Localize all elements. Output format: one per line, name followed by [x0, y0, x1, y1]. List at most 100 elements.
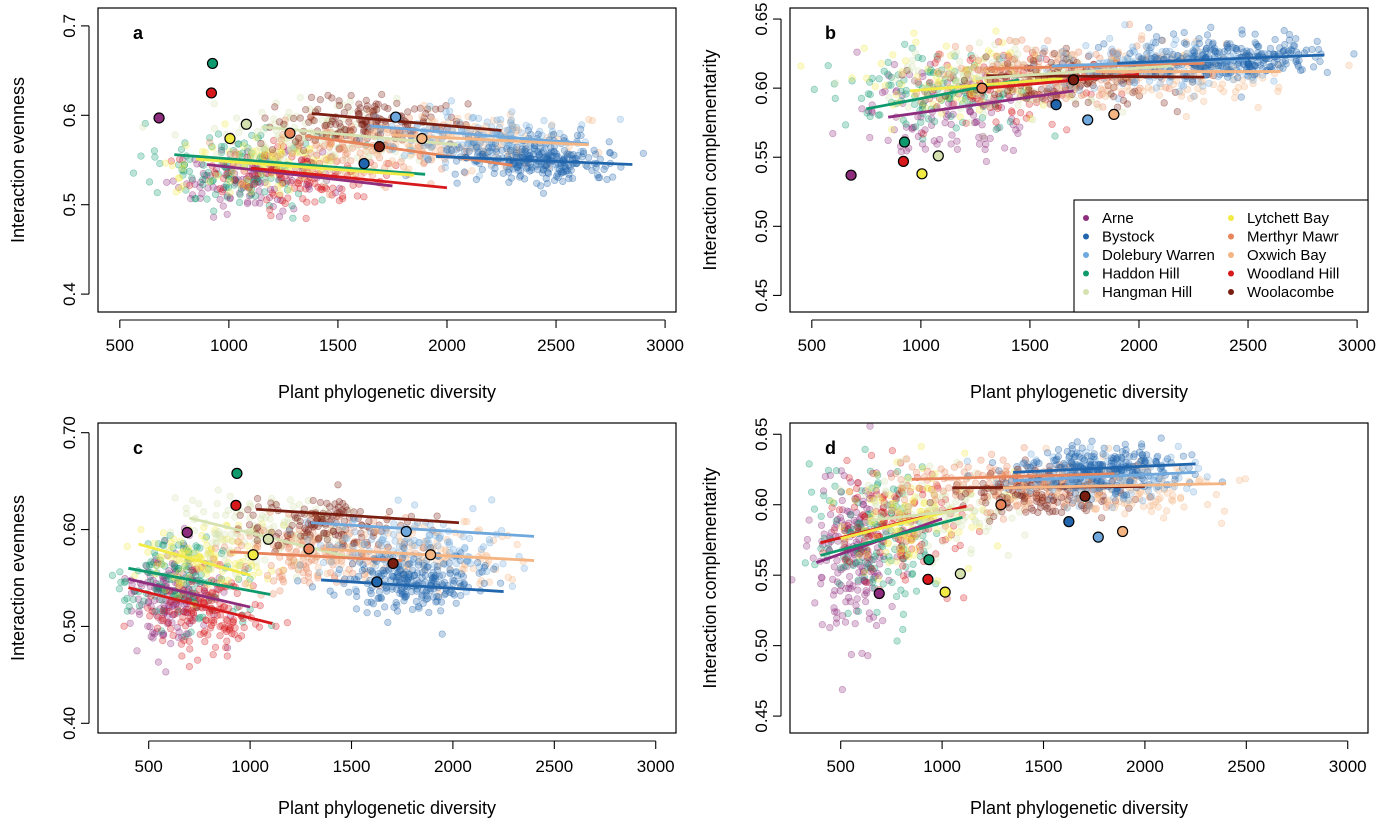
simulated-point [1118, 87, 1126, 95]
simulated-point [824, 466, 833, 474]
simulated-point [469, 505, 477, 513]
simulated-point [832, 467, 841, 475]
simulated-point [579, 149, 588, 158]
simulated-point [354, 107, 362, 115]
simulated-point [540, 116, 548, 125]
simulated-point [362, 96, 370, 104]
simulated-point [191, 195, 199, 203]
simulated-point [320, 559, 328, 567]
simulated-point [862, 578, 871, 586]
simulated-point [367, 598, 375, 606]
simulated-point [248, 131, 256, 139]
simulated-point [336, 184, 344, 192]
simulated-point [251, 179, 259, 188]
simulated-point [1309, 63, 1318, 71]
simulated-point [345, 118, 353, 126]
simulated-point [853, 595, 861, 603]
simulated-point [1281, 40, 1289, 49]
simulated-point [438, 630, 446, 638]
simulated-point [192, 194, 200, 203]
simulated-point [343, 534, 351, 543]
simulated-point [148, 607, 156, 615]
simulated-point [353, 192, 362, 200]
simulated-point [1280, 27, 1288, 35]
simulated-point [290, 205, 298, 213]
simulated-point [196, 183, 204, 191]
simulated-point [270, 191, 278, 199]
simulated-point [227, 530, 236, 538]
simulated-point [212, 544, 220, 552]
simulated-point [885, 93, 893, 102]
simulated-point [616, 115, 624, 123]
simulated-point [472, 145, 480, 153]
simulated-point [246, 500, 254, 508]
simulated-point [1006, 118, 1014, 126]
simulated-point [912, 38, 920, 46]
simulated-point [524, 126, 532, 134]
simulated-point [473, 143, 481, 151]
simulated-point [606, 148, 614, 157]
simulated-point [234, 140, 242, 148]
simulated-point [286, 138, 294, 147]
simulated-point [212, 511, 220, 520]
simulated-points [790, 423, 1249, 694]
simulated-point [549, 131, 557, 139]
simulated-point [461, 169, 469, 177]
simulated-point [466, 534, 474, 543]
simulated-point [327, 156, 335, 164]
simulated-point [1234, 83, 1242, 92]
simulated-point [177, 640, 185, 648]
simulated-point [296, 139, 304, 147]
simulated-point [1158, 36, 1166, 44]
x-axis-label: Plant phylogenetic diversity [970, 382, 1188, 402]
simulated-point [908, 56, 916, 64]
simulated-point [585, 116, 593, 124]
simulated-point [266, 194, 274, 202]
simulated-point [424, 156, 432, 164]
y-tick-label: 0.50 [752, 210, 771, 243]
observed-point-lytchett-bay [247, 549, 259, 561]
simulated-point [256, 144, 264, 152]
simulated-point [279, 197, 287, 205]
simulated-point [322, 121, 330, 129]
simulated-point [1234, 74, 1242, 82]
simulated-point [866, 134, 874, 142]
simulated-point [296, 114, 304, 122]
simulated-point [131, 571, 139, 580]
simulated-point [539, 189, 548, 197]
simulated-point [1036, 54, 1044, 62]
simulated-point [1147, 43, 1155, 52]
y-tick-label: 0.60 [60, 513, 79, 546]
simulated-point [249, 571, 257, 579]
simulated-point [371, 102, 379, 111]
simulated-point [327, 150, 335, 158]
simulated-point [218, 188, 226, 196]
simulated-point [312, 150, 320, 158]
simulated-point [180, 563, 188, 572]
simulated-point [214, 486, 222, 494]
simulated-point [179, 182, 187, 190]
simulated-point [199, 170, 207, 178]
simulated-point [179, 171, 187, 179]
simulated-point [880, 67, 888, 75]
simulated-point [333, 157, 342, 165]
simulated-point [951, 42, 960, 51]
simulated-point [311, 198, 319, 206]
simulated-point [335, 565, 344, 574]
simulated-point [465, 147, 473, 155]
simulated-point [150, 147, 158, 155]
simulated-point [274, 182, 282, 191]
simulated-point [585, 154, 593, 162]
simulated-point [201, 175, 209, 183]
simulated-point [842, 598, 850, 606]
simulated-point [508, 125, 517, 133]
simulated-point [314, 156, 322, 165]
simulated-point [507, 129, 515, 137]
simulated-point [214, 170, 222, 178]
simulated-point [372, 105, 380, 114]
simulated-point [232, 177, 240, 185]
simulated-point [1123, 100, 1132, 108]
simulated-point [1232, 45, 1241, 53]
simulated-point [313, 151, 321, 159]
simulated-point [505, 178, 513, 186]
